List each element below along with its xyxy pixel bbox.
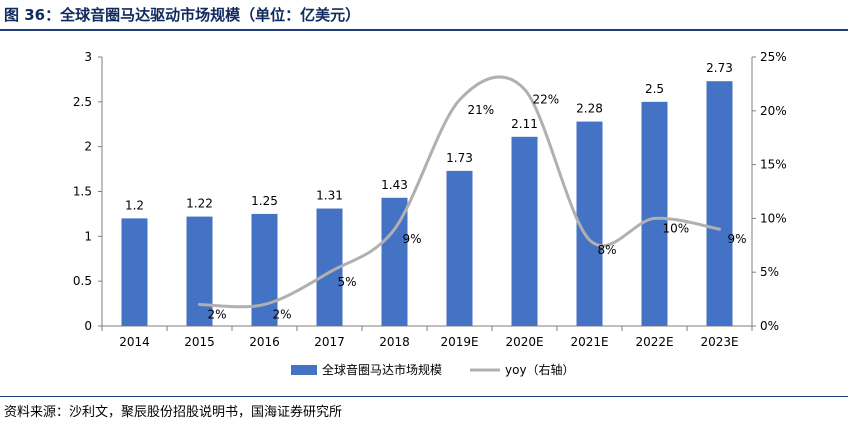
bar-value-label: 1.22 (186, 197, 213, 211)
y-left-tick-label: 2.5 (73, 95, 92, 109)
y-right-tick-label: 0% (760, 319, 779, 333)
bar (121, 218, 148, 326)
x-tick-label: 2015 (184, 335, 215, 349)
y-left-tick-label: 1 (84, 229, 92, 243)
x-tick-label: 2020E (505, 335, 543, 349)
bar-value-label: 2.5 (645, 82, 664, 96)
x-tick-label: 2022E (635, 335, 673, 349)
bar (381, 197, 408, 326)
legend-bar-swatch (291, 365, 317, 375)
bar-value-label: 2.73 (706, 61, 733, 75)
y-left-tick-label: 1.5 (73, 185, 92, 199)
chart-title: 图 36：全球音圈马达驱动市场规模（单位：亿美元） (4, 6, 361, 24)
x-tick-label: 2014 (119, 335, 150, 349)
legend-line-label: yoy（右轴） (505, 362, 575, 377)
source-rule (0, 396, 848, 397)
y-right-tick-label: 20% (760, 104, 787, 118)
yoy-value-label: 5% (338, 275, 357, 289)
yoy-value-label: 9% (403, 232, 422, 246)
x-tick-label: 2016 (249, 335, 280, 349)
yoy-line (198, 75, 721, 309)
y-right-tick-label: 5% (760, 265, 779, 279)
bar (186, 216, 213, 326)
yoy-value-label: 8% (598, 243, 617, 257)
yoy-value-label: 2% (208, 307, 227, 321)
y-left-tick-label: 3 (84, 50, 92, 64)
bar (446, 170, 473, 326)
source-note: 资料来源：沙利文，聚辰股份招股说明书，国海证券研究所 (4, 405, 343, 420)
yoy-value-label: 9% (728, 232, 747, 246)
bar-value-label: 2.28 (576, 102, 603, 116)
bar-value-label: 1.25 (251, 194, 278, 208)
yoy-value-label: 2% (273, 307, 292, 321)
bar-value-label: 1.73 (446, 151, 473, 165)
y-left-tick-label: 0.5 (73, 274, 92, 288)
bar (706, 81, 733, 327)
bar-value-label: 1.43 (381, 178, 408, 192)
x-tick-label: 2018 (379, 335, 410, 349)
yoy-value-label: 10% (663, 221, 690, 235)
title-rule (0, 29, 848, 31)
y-right-tick-label: 25% (760, 50, 787, 64)
x-tick-label: 2019E (440, 335, 478, 349)
x-tick-label: 2017 (314, 335, 345, 349)
x-tick-label: 2021E (570, 335, 608, 349)
chart: 0 0.5 1 1.5 2 2.5 3 0% 5% 10% 15% 20% 25% 2014 2015 201… (73, 50, 787, 377)
x-tick-label: 2023E (700, 335, 738, 349)
y-left-tick-label: 2 (84, 140, 92, 154)
bar (511, 136, 538, 326)
bar-value-label: 2.11 (511, 117, 538, 131)
legend-bar-label: 全球音圈马达市场规模 (322, 362, 442, 377)
bar (641, 101, 668, 326)
y-right-tick-label: 15% (760, 158, 787, 172)
bar-value-label: 1.31 (316, 189, 343, 203)
title-bar: 图 36：全球音圈马达驱动市场规模（单位：亿美元） (0, 0, 848, 31)
yoy-value-label: 22% (533, 92, 560, 106)
y-right-tick-label: 10% (760, 211, 787, 225)
y-left-tick-label: 0 (84, 319, 92, 333)
yoy-value-label: 21% (468, 103, 495, 117)
bar-value-label: 1.2 (125, 198, 144, 212)
